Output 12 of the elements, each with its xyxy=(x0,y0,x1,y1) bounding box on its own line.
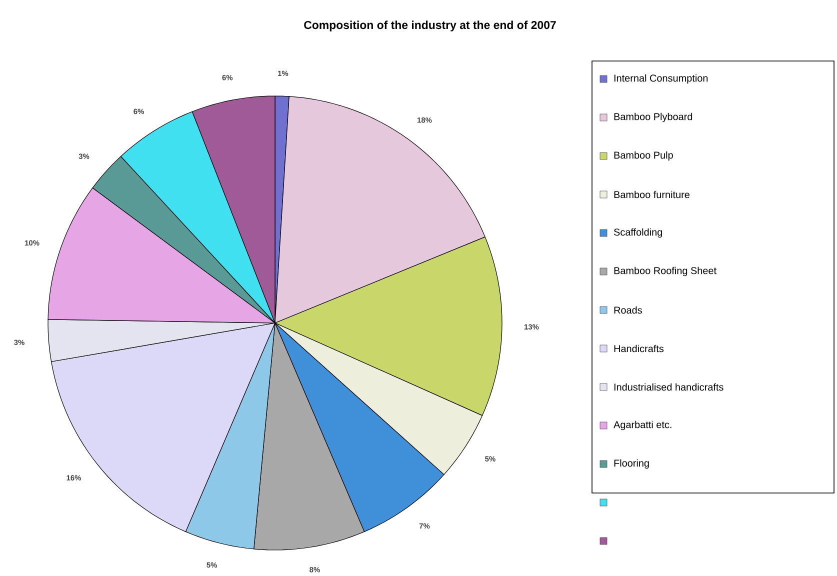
legend-label: Bamboo Pulp xyxy=(614,151,673,161)
legend-label: Flooring xyxy=(614,459,649,469)
legend-label: Roads xyxy=(614,306,642,314)
legend-label: Internal Consumption xyxy=(614,74,708,84)
legend-label: Agarbatti etc. xyxy=(614,420,672,430)
legend-label: Scaffolding xyxy=(614,228,662,238)
legend-label: Handicrafts xyxy=(614,344,664,352)
legend-label: Industrialised handicrafts xyxy=(614,383,724,391)
legend-label: Bamboo Plyboard xyxy=(614,112,692,122)
legend-label: Bamboo Roofing Sheet xyxy=(614,266,716,276)
legend-label: Bamboo furniture xyxy=(614,190,690,198)
chart-title: Composition of the industry at the end of 2007 xyxy=(304,20,556,32)
